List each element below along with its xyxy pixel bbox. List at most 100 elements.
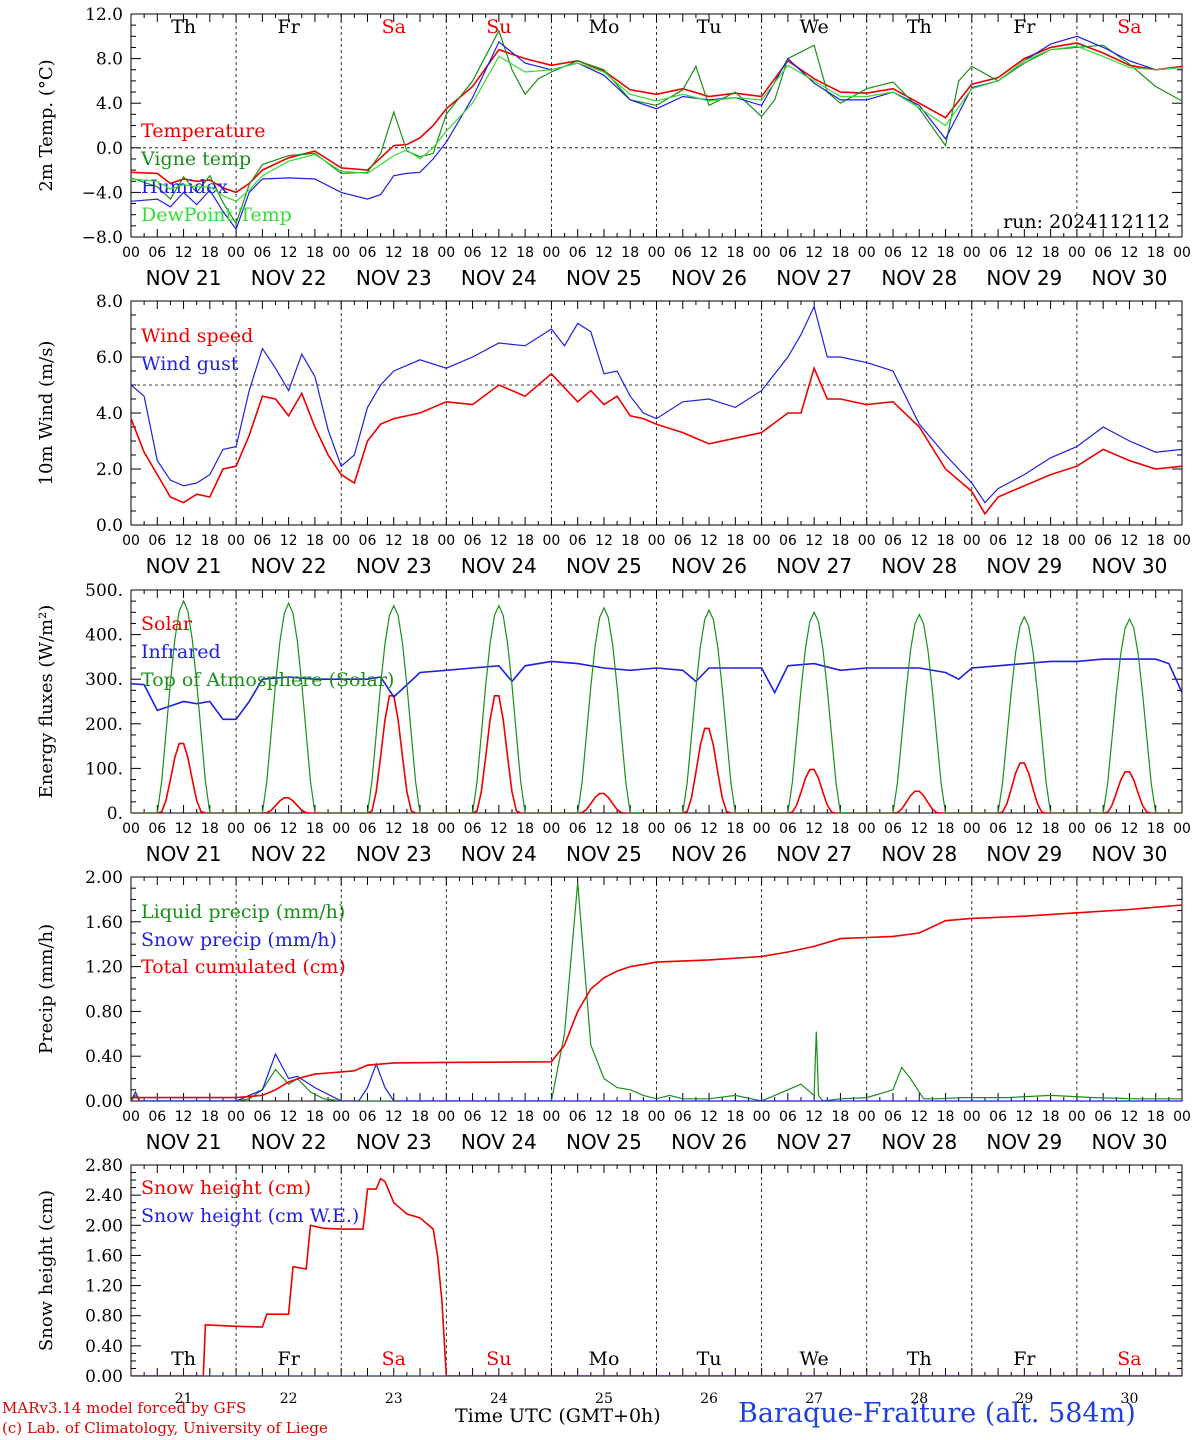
- hour-tick-label: 12: [910, 821, 928, 837]
- hour-tick-label: 00: [332, 821, 350, 837]
- date-label: NOV 24: [461, 554, 537, 578]
- y-tick-label: 0.: [107, 804, 123, 824]
- hour-tick-label: 18: [411, 1109, 429, 1125]
- hour-tick-label: 00: [122, 821, 140, 837]
- series-line-wind-gust: [131, 304, 1182, 504]
- y-tick-label: 6.0: [96, 348, 123, 368]
- date-label: NOV 28: [881, 266, 957, 290]
- hour-tick-label: 00: [227, 533, 245, 549]
- hour-tick-label: 12: [490, 821, 508, 837]
- hour-tick-label: 12: [805, 1109, 823, 1125]
- hour-tick-label: 18: [201, 1109, 219, 1125]
- hour-tick-label: 00: [963, 1109, 981, 1125]
- hour-tick-label: 12: [1121, 533, 1139, 549]
- day-name-label: Fr: [278, 1348, 301, 1370]
- panel-wind: 0.0 2.0 4.0 6.0 8.0 10m Wind (m/s) 00 06 12 18 00 0…: [36, 292, 1191, 578]
- date-label: NOV 28: [881, 842, 957, 866]
- hour-tick-label: 00: [542, 245, 560, 261]
- hour-tick-label: 12: [175, 1109, 193, 1125]
- day-name-label: Sa: [382, 1348, 406, 1370]
- hour-tick-label: 12: [175, 245, 193, 261]
- hour-tick-label: 18: [726, 533, 744, 549]
- hour-tick-label: 00: [227, 245, 245, 261]
- day-name-label: Mo: [588, 16, 619, 38]
- hour-tick-label: 18: [516, 245, 534, 261]
- hour-tick-label: 12: [1015, 1109, 1033, 1125]
- day-name-label: Su: [486, 1348, 511, 1370]
- y-tick-label: 0.00: [85, 1367, 123, 1387]
- hour-tick-label: 12: [700, 1109, 718, 1125]
- hour-tick-label: 00: [858, 533, 876, 549]
- hour-tick-label: 06: [884, 1109, 902, 1125]
- hour-tick-label: 06: [779, 245, 797, 261]
- y-tick-label: 4.0: [96, 94, 123, 114]
- date-label: NOV 23: [356, 554, 432, 578]
- hour-tick-label: 12: [700, 821, 718, 837]
- y-axis-title: Energy fluxes (W/m²): [36, 605, 57, 799]
- hour-tick-label: 12: [595, 821, 613, 837]
- hour-tick-label: 06: [253, 245, 271, 261]
- series-line-vigne-temp: [131, 29, 1182, 226]
- y-tick-label: 2.80: [85, 1156, 123, 1176]
- date-label: NOV 29: [986, 554, 1062, 578]
- date-label: NOV 21: [146, 266, 222, 290]
- hour-tick-label: 00: [858, 245, 876, 261]
- hour-tick-label: 06: [1094, 245, 1112, 261]
- hour-tick-label: 18: [411, 245, 429, 261]
- date-label: NOV 25: [566, 842, 642, 866]
- hour-tick-label: 18: [832, 533, 850, 549]
- hour-tick-label: 18: [832, 821, 850, 837]
- day-number-label: 26: [700, 1391, 718, 1407]
- hour-tick-label: 18: [832, 245, 850, 261]
- date-label: NOV 30: [1092, 842, 1168, 866]
- hour-tick-label: 18: [832, 1109, 850, 1125]
- hour-tick-label: 06: [779, 533, 797, 549]
- hour-tick-label: 00: [648, 1109, 666, 1125]
- day-number-label: 21: [175, 1391, 193, 1407]
- y-tick-label: 400.: [85, 626, 123, 646]
- lab-credit: (c) Lab. of Climatology, University of L…: [2, 1419, 328, 1437]
- hour-tick-label: 18: [306, 245, 324, 261]
- day-name-label: Fr: [278, 16, 301, 38]
- y-tick-label: 0.0: [96, 516, 123, 536]
- hour-tick-label: 12: [910, 245, 928, 261]
- series-line-wind-speed: [131, 365, 1182, 516]
- hour-tick-label: 06: [464, 245, 482, 261]
- y-tick-label: 4.0: [96, 404, 123, 424]
- day-name-label: Fr: [1013, 16, 1036, 38]
- day-name-label: Mo: [588, 1348, 619, 1370]
- hour-tick-label: 06: [148, 1109, 166, 1125]
- hour-tick-label: 12: [280, 533, 298, 549]
- hour-tick-label: 12: [805, 245, 823, 261]
- hour-tick-label: 18: [411, 821, 429, 837]
- hour-tick-label: 06: [674, 245, 692, 261]
- station-name: Baraque-Fraiture (alt. 584m): [738, 1398, 1136, 1429]
- hour-tick-label: 12: [1015, 821, 1033, 837]
- hour-tick-label: 18: [937, 1109, 955, 1125]
- hour-tick-label: 18: [411, 533, 429, 549]
- legend-entry: Vigne temp: [140, 148, 251, 170]
- date-label: NOV 27: [776, 554, 852, 578]
- hour-tick-label: 06: [779, 1109, 797, 1125]
- hour-tick-label: 00: [1068, 821, 1086, 837]
- legend-entry: Snow height (cm): [141, 1177, 311, 1199]
- date-label: NOV 26: [671, 1130, 747, 1154]
- hour-tick-label: 12: [1121, 821, 1139, 837]
- hour-tick-label: 06: [464, 533, 482, 549]
- date-label: NOV 21: [146, 842, 222, 866]
- day-name-label: Th: [171, 16, 196, 38]
- legend-entry: Top of Atmosphere (Solar): [141, 669, 394, 691]
- series-line-dewpoint-temp: [131, 45, 1182, 202]
- series-line-liquid-precip-mm-h-: [131, 882, 1182, 1101]
- day-name-label: Th: [907, 16, 932, 38]
- hour-tick-label: 00: [753, 533, 771, 549]
- hour-tick-label: 12: [280, 245, 298, 261]
- date-label: NOV 27: [776, 842, 852, 866]
- hour-tick-label: 00: [963, 533, 981, 549]
- y-tick-label: 2.00: [85, 1216, 123, 1236]
- hour-tick-label: 06: [1094, 1109, 1112, 1125]
- legend-entry: Infrared: [141, 641, 221, 663]
- legend-entry: Liquid precip (mm/h): [141, 901, 345, 923]
- hour-tick-label: 18: [306, 533, 324, 549]
- y-axis-title: 2m Temp. (°C): [36, 59, 57, 191]
